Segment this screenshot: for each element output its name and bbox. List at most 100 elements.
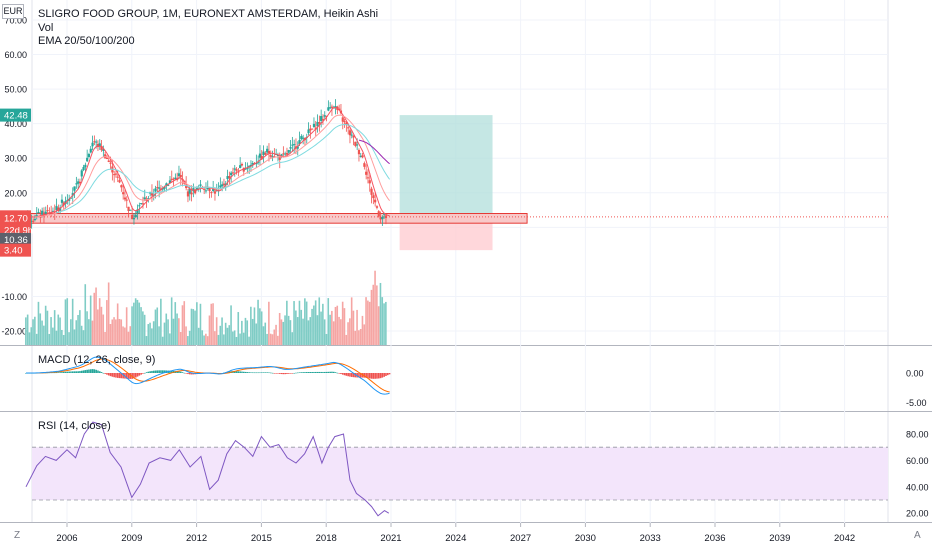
candle-body <box>251 163 254 165</box>
volume-bar <box>143 314 146 345</box>
volume-bar <box>26 314 29 345</box>
volume-bar <box>93 292 96 345</box>
volume-bar <box>295 310 297 345</box>
price-badge: 3.40 <box>0 243 31 257</box>
price-badge-bg <box>0 108 31 122</box>
candle-body <box>89 148 92 153</box>
macd-histogram-bar <box>145 372 148 373</box>
candle-body <box>125 199 128 201</box>
candle-body <box>140 203 143 205</box>
volume-bar <box>61 329 63 345</box>
volume-bar <box>246 320 249 345</box>
candle-body <box>158 187 161 189</box>
volume-bar <box>109 324 112 345</box>
macd-histogram-bar <box>350 373 353 377</box>
volume-bar <box>39 313 42 345</box>
macd-histogram-bar <box>149 371 151 373</box>
macd-title[interactable]: MACD (12, 26, close, 9) <box>38 354 156 366</box>
macd-histogram-bar <box>349 373 351 377</box>
volume-bar <box>264 322 267 345</box>
volume-bar <box>104 331 106 345</box>
macd-histogram-bar <box>293 372 295 374</box>
volume-bar <box>349 318 351 345</box>
macd-histogram-bar <box>352 373 355 378</box>
candle-body <box>80 170 83 177</box>
macd-histogram-bar <box>57 372 60 373</box>
candle-body <box>350 134 353 136</box>
macd-histogram-bar <box>269 372 272 374</box>
macd-histogram-bar <box>377 373 380 379</box>
volume-study-label[interactable]: Vol <box>38 22 54 34</box>
position-profit-zone <box>399 115 493 219</box>
volume-bar <box>160 298 162 345</box>
volume-bar <box>307 320 310 345</box>
candle-body <box>226 176 229 180</box>
candle-body <box>132 218 136 220</box>
price-badge-bg <box>0 232 31 246</box>
candle-body <box>168 180 172 184</box>
price-axis-tick-label: 50.00 <box>4 85 27 95</box>
volume-bar <box>181 305 184 345</box>
volume-bar <box>239 333 241 345</box>
macd-histogram-bar <box>307 372 310 373</box>
macd-histogram-bar <box>268 372 270 374</box>
rsi-title[interactable]: RSI (14, close) <box>38 420 111 432</box>
volume-bar <box>98 298 101 345</box>
macd-histogram-bar <box>341 373 344 375</box>
candle-body <box>356 144 359 146</box>
candle-body <box>298 139 301 144</box>
macd-histogram-bar <box>113 373 115 378</box>
candle-body <box>343 121 346 123</box>
macd-histogram-bar <box>343 373 346 376</box>
candle-body <box>194 190 197 194</box>
volume-bar <box>287 315 290 345</box>
candle-body <box>185 184 188 189</box>
macd-histogram-bar <box>107 373 110 376</box>
volume-bar <box>55 330 58 345</box>
macd-histogram-bar <box>154 370 157 373</box>
volume-bar <box>269 333 272 345</box>
candle-body <box>109 162 112 164</box>
macd-histogram-bar <box>251 372 254 374</box>
candle-body <box>32 220 35 222</box>
macd-line <box>26 356 390 395</box>
volume-bar <box>102 314 105 345</box>
volume-bar <box>268 301 270 345</box>
volume-bar <box>125 307 128 345</box>
volume-bar <box>133 302 135 345</box>
volume-bar <box>291 332 294 345</box>
volume-bar <box>374 270 376 345</box>
volume-bar <box>48 333 51 345</box>
macd-histogram-bar <box>257 372 259 374</box>
macd-histogram-bar <box>97 370 99 373</box>
candle-body <box>123 197 127 200</box>
currency-label[interactable]: EUR <box>2 4 24 19</box>
candle-body <box>284 153 287 155</box>
symbol-title[interactable]: SLIGRO FOOD GROUP, 1M, EURONEXT AMSTERDA… <box>38 8 379 20</box>
macd-histogram-bar <box>376 373 378 379</box>
volume-bar <box>255 323 258 345</box>
candle-body <box>383 213 386 215</box>
macd-histogram-bar <box>170 370 173 373</box>
candle-body <box>213 191 217 194</box>
candle-body <box>338 108 341 111</box>
macd-histogram-bar <box>140 373 142 375</box>
macd-histogram-bar <box>322 371 324 373</box>
zoom-button[interactable]: Z <box>14 530 21 541</box>
volume-bar <box>385 301 387 345</box>
macd-histogram-bar <box>190 373 193 375</box>
volume-bar <box>289 320 292 345</box>
candle-body <box>118 180 121 183</box>
macd-histogram-bar <box>365 373 367 378</box>
macd-histogram-bar <box>266 372 268 373</box>
candle-body <box>237 171 240 173</box>
macd-histogram-bar <box>66 371 69 373</box>
volume-bar <box>138 302 141 345</box>
volume-bar <box>215 317 218 345</box>
ema-study-label[interactable]: EMA 20/50/100/200 <box>38 35 135 47</box>
candle-body <box>59 207 62 211</box>
auto-scale-button[interactable]: A <box>914 530 921 541</box>
volume-bar <box>68 332 70 345</box>
